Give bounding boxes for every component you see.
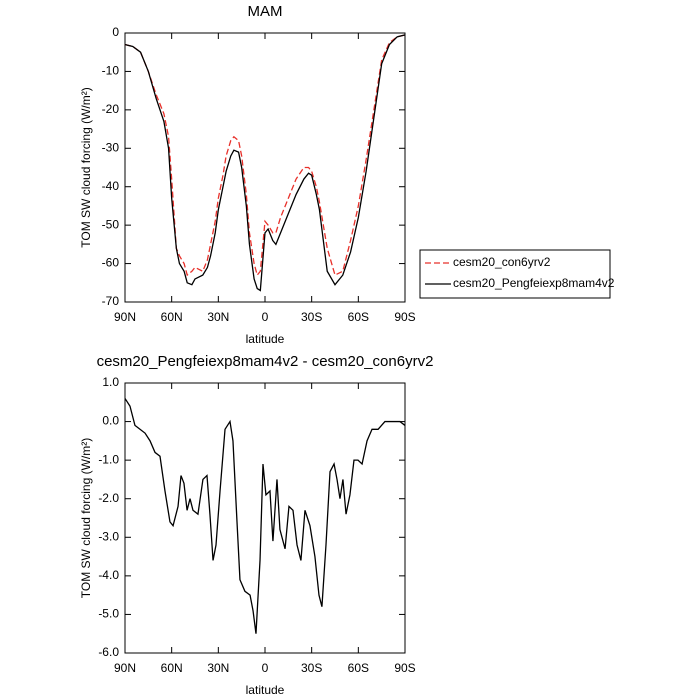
y-tick-label: -20: [102, 102, 120, 116]
plot-frame: [124, 32, 406, 303]
x-tick-label: 90N: [114, 310, 136, 324]
data-line: [124, 398, 406, 634]
y-tick-label: -60: [102, 256, 120, 270]
legend-box: [419, 249, 611, 299]
x-tick-label: 60S: [348, 661, 369, 675]
y-tick-label: -3.0: [98, 529, 119, 543]
x-tick-label: 60S: [348, 310, 369, 324]
data-line: [124, 34, 406, 277]
x-tick-label: 30N: [207, 661, 229, 675]
x-tick-label: 60N: [161, 661, 183, 675]
y-tick-label: 0.0: [102, 414, 119, 428]
chart-title: MAM: [248, 3, 283, 20]
x-axis-label: latitude: [246, 332, 285, 346]
y-tick-label: -10: [102, 64, 120, 78]
y-axis-label: TOM SW cloud forcing (W/m²): [79, 87, 93, 247]
y-tick-label: -70: [102, 294, 120, 308]
x-tick-label: 60N: [161, 310, 183, 324]
x-tick-label: 90S: [394, 661, 415, 675]
plot-frame: [124, 382, 406, 654]
legend-label: cesm20_con6yrv2: [453, 255, 551, 269]
y-tick-label: -4.0: [98, 568, 119, 582]
x-tick-label: 30S: [301, 310, 322, 324]
x-tick-label: 90N: [114, 661, 136, 675]
y-axis-label: TOM SW cloud forcing (W/m²): [79, 438, 93, 598]
legend-label: cesm20_Pengfeiexp8mam4v2: [453, 276, 615, 290]
x-tick-label: 30N: [207, 310, 229, 324]
y-tick-label: -40: [102, 179, 120, 193]
data-line: [124, 34, 406, 292]
y-tick-label: -1.0: [98, 452, 119, 466]
y-tick-label: -50: [102, 217, 120, 231]
y-tick-label: -30: [102, 140, 120, 154]
x-axis-label: latitude: [246, 683, 285, 697]
chart-title: cesm20_Pengfeiexp8mam4v2 - cesm20_con6yr…: [97, 353, 434, 370]
y-tick-label: 0: [112, 25, 119, 39]
x-tick-label: 30S: [301, 661, 322, 675]
x-tick-label: 0: [262, 310, 269, 324]
y-tick-label: -6.0: [98, 645, 119, 659]
x-tick-label: 90S: [394, 310, 415, 324]
x-tick-label: 0: [262, 661, 269, 675]
y-tick-label: -5.0: [98, 607, 119, 621]
y-tick-label: -2.0: [98, 491, 119, 505]
y-tick-label: 1.0: [102, 375, 119, 389]
